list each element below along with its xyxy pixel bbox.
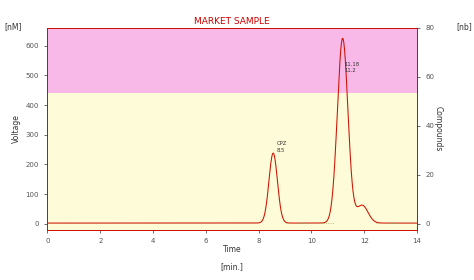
Y-axis label: Compounds: Compounds	[434, 106, 443, 151]
Text: [nb]: [nb]	[456, 22, 472, 31]
Text: Voltage: Voltage	[12, 114, 21, 143]
Bar	[47, 93, 417, 230]
Title: MARKET SAMPLE: MARKET SAMPLE	[194, 17, 270, 26]
Text: [min.]: [min.]	[221, 263, 244, 272]
X-axis label: Time: Time	[223, 245, 242, 254]
Text: 11.18
11.2: 11.18 11.2	[345, 62, 360, 73]
Text: [nM]: [nM]	[5, 22, 22, 31]
Text: CPZ
8.5: CPZ 8.5	[276, 141, 287, 153]
